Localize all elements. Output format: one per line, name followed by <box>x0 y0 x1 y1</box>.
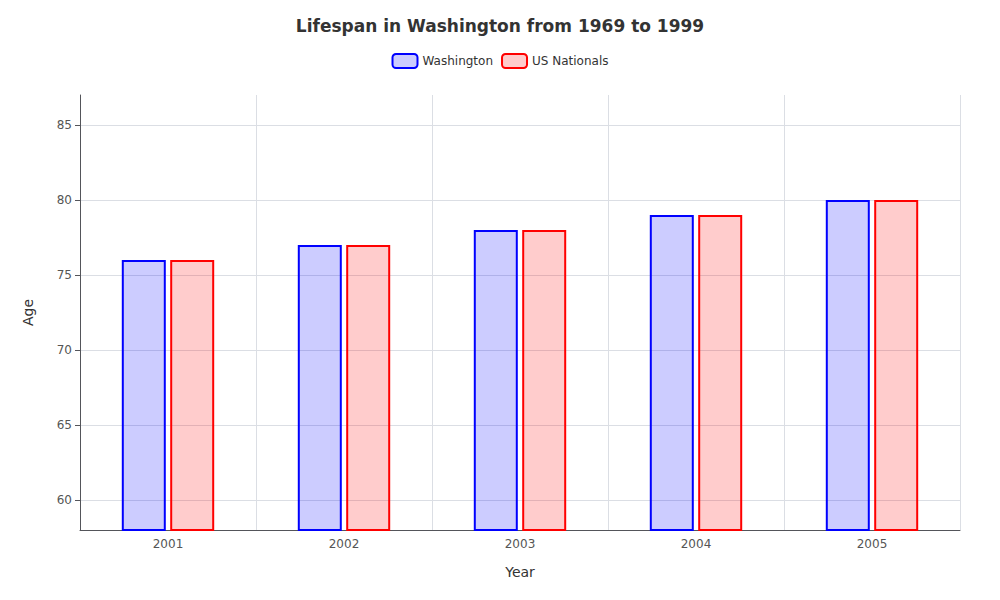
svg-text:2005: 2005 <box>857 537 888 551</box>
svg-text:85: 85 <box>57 118 72 132</box>
svg-text:US Nationals: US Nationals <box>532 54 608 68</box>
svg-text:2003: 2003 <box>505 537 536 551</box>
svg-text:Washington: Washington <box>423 54 494 68</box>
svg-text:70: 70 <box>57 343 72 357</box>
svg-text:60: 60 <box>57 493 72 507</box>
svg-text:80: 80 <box>57 193 72 207</box>
svg-text:65: 65 <box>57 418 72 432</box>
svg-text:2004: 2004 <box>681 537 712 551</box>
svg-text:Age: Age <box>20 299 36 326</box>
svg-text:Year: Year <box>504 564 535 580</box>
svg-text:75: 75 <box>57 268 72 282</box>
svg-text:2001: 2001 <box>153 537 184 551</box>
svg-text:Lifespan in Washington from 19: Lifespan in Washington from 1969 to 1999 <box>296 16 704 36</box>
svg-text:2002: 2002 <box>329 537 360 551</box>
